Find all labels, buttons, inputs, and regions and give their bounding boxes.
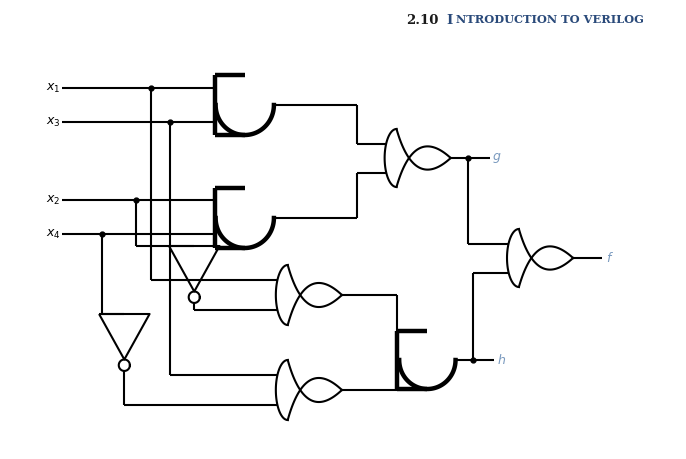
Text: NTRODUCTION TO VERILOG: NTRODUCTION TO VERILOG [456, 14, 643, 25]
Text: $f$: $f$ [606, 251, 614, 265]
Text: $x_4$: $x_4$ [45, 228, 60, 241]
Text: $x_1$: $x_1$ [46, 81, 60, 95]
Text: $x_2$: $x_2$ [46, 193, 60, 207]
Text: $x_3$: $x_3$ [45, 116, 60, 129]
Text: $g$: $g$ [493, 151, 502, 165]
Text: I: I [447, 14, 453, 27]
Text: $h$: $h$ [497, 353, 506, 367]
Text: 2.10: 2.10 [406, 14, 438, 27]
